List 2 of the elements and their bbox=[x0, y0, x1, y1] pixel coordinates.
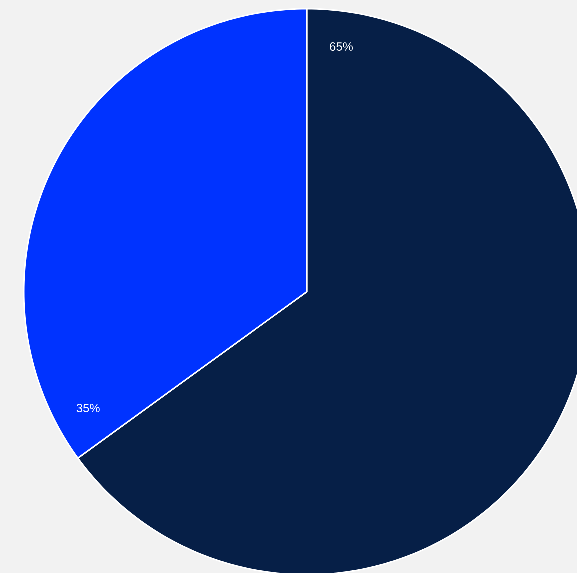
data-label: 65% bbox=[330, 42, 353, 51]
data-label: 35% bbox=[76, 404, 100, 412]
